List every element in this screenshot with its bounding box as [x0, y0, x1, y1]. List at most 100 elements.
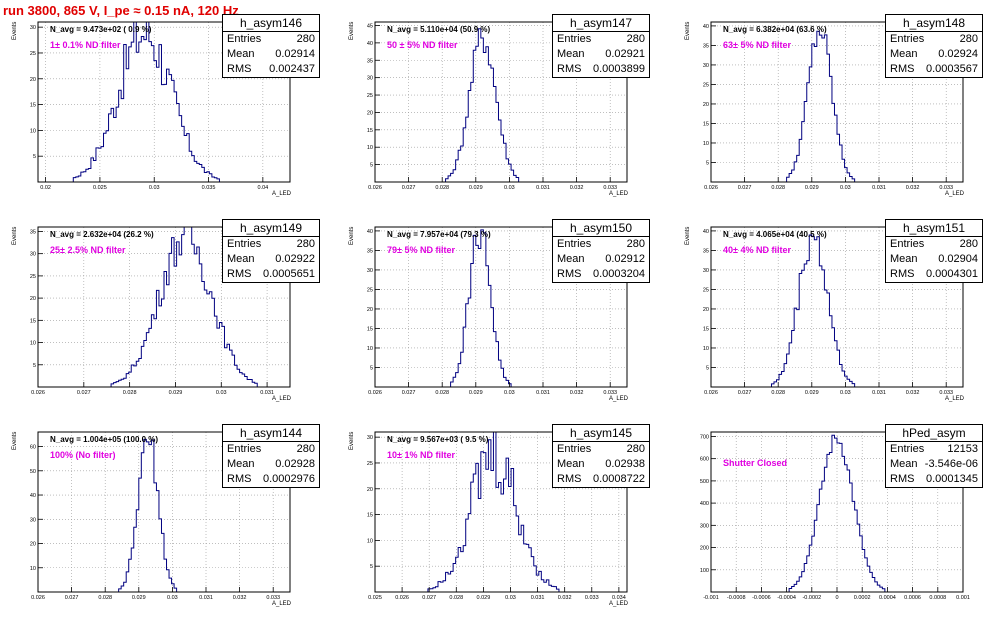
y-tick-label: 20 [30, 77, 36, 83]
y-tick-label: 15 [367, 128, 373, 134]
filter-label: 79± 5% ND filter [387, 245, 455, 255]
stat-value-rms: 0.0003567 [926, 63, 978, 75]
stat-label: Mean [557, 48, 585, 60]
stat-value-mean: 0.02904 [938, 253, 978, 265]
y-tick-label: 30 [367, 435, 373, 441]
x-tick-label: 0.03 [149, 185, 160, 191]
filter-label: 10± 1% ND filter [387, 450, 455, 460]
stat-label: RMS [557, 268, 582, 280]
y-tick-label: 5 [370, 365, 373, 371]
y-tick-label: 35 [367, 58, 373, 64]
y-tick-label: 30 [367, 268, 373, 274]
histogram-plot: -0.001 -0.0008 -0.0006 -0.0004 -0.0002 0 0.000… [700, 431, 970, 601]
y-tick-label: 35 [367, 248, 373, 254]
x-tick-label: 0.028 [435, 390, 449, 396]
x-tick-label: 0.028 [771, 185, 785, 191]
stat-value-entries: 280 [959, 33, 978, 45]
histogram-panel-h_asym146: 0.02 0.025 0.03 0.035 0.04 5 10 15 20 25 30 Events A… [0, 0, 320, 205]
x-tick-label: 0.03 [167, 595, 178, 601]
y-axis-label: Events [349, 21, 355, 40]
x-tick-label: 0.03 [840, 185, 851, 191]
y-tick-label: 10 [703, 346, 709, 352]
y-axis-label: Events [685, 226, 691, 245]
stat-label: RMS [227, 268, 252, 280]
y-tick-label: 20 [30, 296, 36, 302]
y-tick-label: 35 [703, 43, 709, 49]
stat-label: RMS [227, 63, 252, 75]
stat-row-mean: Mean -3.546e-06 [886, 457, 982, 472]
stat-value-rms: 0.0004301 [926, 268, 978, 280]
histogram-name: h_asym145 [553, 425, 649, 442]
histogram-panel-h_asym144: 0.026 0.027 0.028 0.029 0.03 0.031 0.032 0.033 1… [0, 410, 320, 615]
x-tick-label: 0.028 [98, 595, 112, 601]
x-tick-label: -0.001 [703, 595, 719, 601]
x-axis-label: A_LED [609, 191, 629, 197]
navg-label: N_avg = 1.004e+05 (100.0 %) [50, 435, 159, 444]
stat-label: RMS [890, 63, 915, 75]
x-tick-label: 0.031 [872, 390, 886, 396]
x-tick-label: 0.027 [422, 595, 436, 601]
plot-frame [37, 431, 291, 593]
histogram-name: h_asym149 [223, 220, 319, 237]
x-tick-label: 0.032 [570, 390, 584, 396]
x-tick-label: 0.026 [395, 595, 409, 601]
stat-row-entries: Entries 280 [553, 237, 649, 252]
y-tick-label: 25 [367, 93, 373, 99]
x-tick-label: -0.0004 [777, 595, 796, 601]
x-tick-label: 0.028 [771, 390, 785, 396]
x-tick-label: 0.026 [704, 390, 718, 396]
navg-label: N_avg = 6.382e+04 (63.6 %) [723, 25, 827, 34]
y-tick-label: 40 [30, 493, 36, 499]
stat-value-entries: 12153 [947, 443, 978, 455]
y-tick-label: 25 [703, 287, 709, 293]
x-tick-label: 0.031 [872, 185, 886, 191]
x-tick-label: 0.026 [31, 595, 45, 601]
x-tick-label: 0.032 [558, 595, 572, 601]
y-tick-label: 15 [703, 326, 709, 332]
x-tick-label: 0.027 [65, 595, 79, 601]
stat-label: Entries [890, 238, 925, 250]
filter-label: 25± 2.5% ND filter [50, 245, 126, 255]
stat-row-rms: RMS 0.0004301 [886, 267, 982, 282]
filter-label: 63± 5% ND filter [723, 40, 791, 50]
stat-label: Mean [227, 458, 255, 470]
x-tick-label: 0.029 [477, 595, 491, 601]
x-tick-label: 0.02 [40, 185, 51, 191]
y-tick-label: 5 [370, 163, 373, 169]
y-tick-label: 30 [703, 63, 709, 69]
x-tick-label: 0.026 [704, 185, 718, 191]
x-tick-label: 0.027 [77, 390, 91, 396]
x-tick-label: 0.029 [805, 185, 819, 191]
stats-box: h_asym150 Entries 280 Mean 0.02912 RMS 0.00032… [552, 219, 650, 283]
x-tick-label: 0.033 [603, 390, 617, 396]
stat-label: RMS [227, 473, 252, 485]
stats-box: h_asym147 Entries 280 Mean 0.02921 RMS 0.00038… [552, 14, 650, 78]
x-tick-label: 0.031 [199, 595, 213, 601]
x-tick-label: 0.032 [233, 595, 247, 601]
stat-row-rms: RMS 0.0003204 [553, 267, 649, 282]
stat-label: Mean [890, 48, 918, 60]
y-axis-label: Events [12, 431, 18, 450]
stat-label: Mean [890, 458, 918, 470]
stat-value-rms: 0.0003899 [593, 63, 645, 75]
y-tick-label: 400 [700, 501, 709, 507]
y-tick-label: 10 [367, 145, 373, 151]
y-tick-label: 600 [700, 457, 709, 463]
histogram-plot: 0.025 0.026 0.027 0.028 0.029 0.03 0.031 0.032 0… [367, 431, 628, 601]
y-tick-label: 500 [700, 479, 709, 485]
x-tick-label: 0.0008 [929, 595, 946, 601]
x-tick-label: 0.031 [536, 390, 550, 396]
stat-row-entries: Entries 280 [223, 32, 319, 47]
x-tick-label: 0.025 [93, 185, 107, 191]
stat-value-mean: 0.02938 [605, 458, 645, 470]
y-tick-label: 40 [367, 229, 373, 235]
histogram-panel-h_asym150: 0.026 0.027 0.028 0.029 0.03 0.031 0.032 0.033 5… [337, 205, 657, 410]
x-tick-label: 0.027 [402, 185, 416, 191]
y-tick-label: 10 [367, 538, 373, 544]
stat-row-rms: RMS 0.0002976 [223, 472, 319, 487]
histogram-name: h_asym148 [886, 15, 982, 32]
stats-box: h_asym149 Entries 280 Mean 0.02922 RMS 0.00056… [222, 219, 320, 283]
stat-value-rms: 0.0002976 [263, 473, 315, 485]
x-tick-label: -0.0006 [752, 595, 771, 601]
stat-label: Entries [557, 443, 592, 455]
